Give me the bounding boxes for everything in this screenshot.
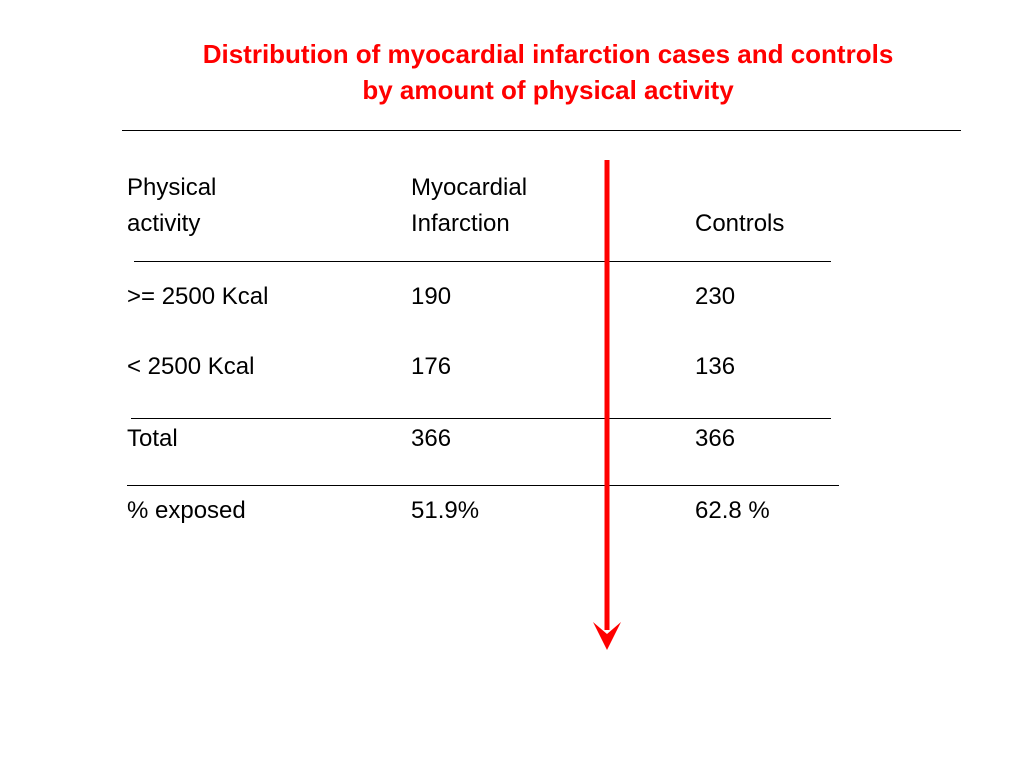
total-controls-value: 366	[695, 425, 736, 452]
header-divider	[134, 261, 831, 262]
arrow-down-icon	[593, 160, 621, 650]
total-label: Total	[127, 425, 178, 452]
header-physical-activity-line2: activity	[127, 210, 201, 237]
row-controls-value: 136	[695, 353, 736, 380]
total-mi-value: 366	[411, 425, 452, 452]
exposed-divider	[127, 485, 839, 486]
header-controls: Controls	[695, 210, 785, 237]
slide-title: Distribution of myocardial infarction ca…	[96, 36, 1000, 108]
title-line-2: by amount of physical activity	[362, 75, 734, 105]
title-divider	[122, 130, 961, 131]
row-label: < 2500 Kcal	[127, 353, 255, 380]
exposed-controls-value: 62.8 %	[695, 497, 770, 524]
exposed-label: % exposed	[127, 497, 246, 524]
title-line-1: Distribution of myocardial infarction ca…	[202, 39, 894, 69]
row-mi-value: 190	[411, 283, 452, 310]
row-mi-value: 176	[411, 353, 452, 380]
total-divider	[131, 418, 831, 419]
arrow-head	[593, 622, 621, 650]
header-myocardial-infarction-line1: Myocardial	[411, 174, 528, 201]
header-myocardial-infarction-line2: Infarction	[411, 210, 510, 237]
exposed-mi-value: 51.9%	[411, 497, 480, 524]
header-physical-activity-line1: Physical	[127, 174, 217, 201]
row-controls-value: 230	[695, 283, 736, 310]
row-label: >= 2500 Kcal	[127, 283, 269, 310]
